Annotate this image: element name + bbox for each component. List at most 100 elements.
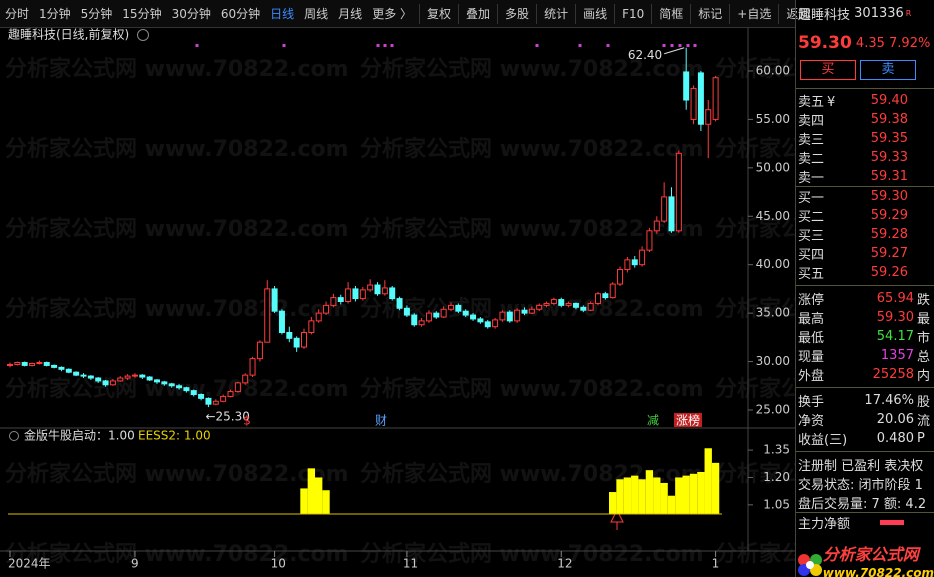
signal-bar: [609, 492, 617, 514]
period-tab[interactable]: 15分钟: [122, 7, 162, 21]
separator: [778, 3, 780, 24]
candle-body: [572, 302, 579, 308]
trade-buttons: 买卖: [796, 60, 934, 88]
candle-body: [565, 302, 572, 306]
logo: 分析家公式网 www.70822.com: [796, 540, 934, 577]
candle-body: [36, 362, 43, 365]
x-tick-label: 2024年: [8, 557, 51, 571]
candle-body: [506, 311, 513, 322]
candle-body: [293, 337, 300, 348]
candle-body: [154, 379, 160, 383]
signal-dot: [578, 44, 582, 47]
candle-body: [639, 249, 646, 266]
signal-dot: [606, 44, 610, 47]
candle-body: [14, 362, 21, 365]
order-row: 卖二 59.33: [796, 148, 934, 167]
candle-body: [712, 77, 719, 120]
candle-body: [315, 312, 322, 322]
tool-button[interactable]: 叠加: [466, 7, 491, 21]
separator: [458, 3, 460, 24]
logo-icon: [798, 554, 822, 576]
y-tick-label: 30.00: [756, 354, 790, 368]
candle-body: [374, 284, 381, 295]
candle-body: [668, 196, 675, 232]
tool-button[interactable]: F10: [622, 6, 645, 21]
candle-body: [337, 297, 344, 303]
candle-body: [271, 288, 278, 312]
watermark: 分析家公式网 www.70822.com: [5, 136, 349, 162]
stat-value: 0.480: [876, 431, 914, 446]
order-price: 59.29: [870, 208, 908, 223]
tool-button[interactable]: 返回: [786, 7, 811, 21]
stock-name: 趣睡科技: [798, 7, 851, 23]
tool-button[interactable]: 多股: [505, 7, 530, 21]
stats2: 换手 17.46% 股净资 20.06 流收益(三) 0.480 P: [796, 387, 934, 448]
chart-title: 趣睡科技(日线,前复权): [8, 27, 129, 42]
period-tab[interactable]: 更多 〉: [372, 7, 413, 21]
tool-button[interactable]: 标记: [698, 7, 723, 21]
candle-body: [433, 312, 440, 318]
candle-body: [411, 314, 418, 326]
stat-label: 现量: [798, 350, 825, 365]
signal-bar: [322, 490, 330, 514]
candle-body: [418, 320, 425, 326]
stat-row: 净资 20.06 流: [796, 410, 934, 429]
tool-button[interactable]: +自选: [737, 7, 772, 21]
signal-bar: [667, 495, 676, 514]
title-icon[interactable]: [137, 29, 149, 41]
badge: R: [905, 8, 912, 18]
order-price: 59.38: [870, 112, 908, 127]
candle-body: [448, 304, 454, 310]
period-tab[interactable]: 月线: [338, 7, 363, 21]
signal-bar: [660, 482, 668, 514]
period-tab[interactable]: 5分钟: [80, 7, 113, 21]
stat-label: 涨停: [798, 293, 825, 308]
candle-body: [29, 362, 36, 366]
tool-button[interactable]: 复权: [427, 7, 452, 21]
signal-bar: [682, 475, 690, 514]
period-tab[interactable]: 日线: [270, 7, 295, 21]
candle-body: [176, 385, 183, 389]
indicator-icon[interactable]: [9, 431, 19, 441]
stat-tail: 内: [917, 369, 931, 384]
watermark: 分析家公式网 www.70822.com: [715, 376, 795, 402]
signal-bar: [675, 477, 683, 514]
status-line: 交易状态: 闭市阶段 1: [798, 478, 923, 493]
order-price: 59.40: [870, 93, 908, 108]
signal-dot: [535, 44, 539, 47]
candle-body: [87, 375, 94, 379]
stat-value: 59.30: [876, 310, 914, 325]
period-tab[interactable]: 1分钟: [39, 7, 71, 21]
order-label: 买五: [798, 267, 825, 282]
sell-button[interactable]: 卖: [860, 60, 916, 80]
period-tab[interactable]: 60分钟: [220, 7, 261, 21]
candle-body: [131, 374, 138, 377]
candle-body: [95, 377, 102, 382]
change-pct: 7.92%: [889, 35, 931, 51]
status: 注册制 已盈利 表决权 交易状态: 闭市阶段 1 盘后交易量: 7 额: 4.2: [796, 451, 934, 512]
candle-body: [278, 310, 285, 333]
order-row: 买二 59.29: [796, 206, 934, 225]
stat-label: 最低: [798, 331, 825, 346]
stock-code: 301336: [854, 5, 904, 21]
candle-body: [440, 308, 447, 318]
separator: [497, 3, 499, 24]
tool-button[interactable]: 简框: [659, 7, 684, 21]
order-label: 买三: [798, 229, 825, 244]
candle-body: [683, 71, 690, 101]
logo-url: www.70822.com: [822, 566, 934, 577]
chart: 分析家公式网 www.70822.com 分析家公式网 www.70822.com…: [0, 26, 795, 571]
stat-tail: 总: [917, 350, 931, 365]
stat-value: 20.06: [876, 412, 914, 427]
tool-button[interactable]: 画线: [583, 7, 608, 21]
indicator-legend: EESS2: 1.00: [138, 429, 211, 443]
period-tab[interactable]: 周线: [304, 7, 329, 21]
period-tab[interactable]: 30分钟: [171, 7, 211, 21]
signal-dot: [686, 44, 690, 47]
buy-button[interactable]: 买: [800, 60, 856, 80]
period-tab[interactable]: 分时: [5, 7, 30, 21]
signal-bar: [631, 475, 639, 514]
watermark: 分析家公式网 www.70822.com: [715, 136, 795, 162]
tool-button[interactable]: 统计: [544, 7, 569, 21]
